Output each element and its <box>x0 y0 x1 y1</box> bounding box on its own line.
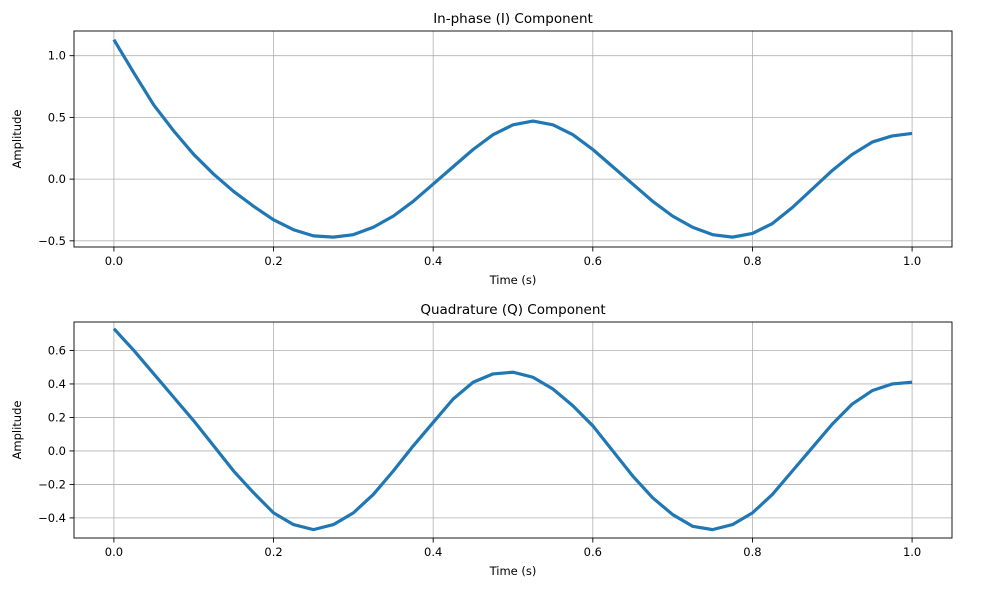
i-component-panel: In-phase (I) Component Time (s) Amplitud… <box>10 11 953 287</box>
i-gridlines <box>74 31 952 247</box>
i-x-axis-label: Time (s) <box>489 273 537 287</box>
i-x-tick-label: 0.2 <box>264 254 282 268</box>
q-y-axis-label: Amplitude <box>10 401 24 460</box>
i-y-tick-label: 0.0 <box>48 172 66 186</box>
i-x-tick-label: 1.0 <box>903 254 921 268</box>
q-x-tick-label: 0.8 <box>743 545 761 559</box>
q-y-tick-label: 0.6 <box>48 343 66 357</box>
q-y-tick-label: 0.4 <box>48 377 66 391</box>
q-x-axis-label: Time (s) <box>489 564 537 578</box>
q-series-line <box>112 327 913 532</box>
i-y-axis-label: Amplitude <box>10 110 24 169</box>
i-x-tick-label: 0.6 <box>584 254 602 268</box>
i-ticks: 0.0 0.2 0.4 0.6 0.8 1.0 −0.5 0.0 0.5 1.0 <box>38 49 921 268</box>
i-y-tick-label: 1.0 <box>48 49 66 63</box>
q-component-panel: Quadrature (Q) Component Time (s) Amplit… <box>10 302 953 578</box>
i-series-line <box>112 38 913 239</box>
i-x-tick-label: 0.0 <box>105 254 123 268</box>
q-x-tick-label: 0.4 <box>424 545 442 559</box>
i-y-tick-label: 0.5 <box>48 110 66 124</box>
q-x-tick-label: 0.2 <box>264 545 282 559</box>
q-chart-title: Quadrature (Q) Component <box>420 302 605 318</box>
q-x-tick-label: 0.6 <box>584 545 602 559</box>
i-chart-title: In-phase (I) Component <box>433 11 593 27</box>
q-y-tick-label: 0.0 <box>48 444 66 458</box>
q-gridlines <box>74 322 952 538</box>
q-x-tick-label: 0.0 <box>105 545 123 559</box>
i-axes-frame <box>73 30 953 248</box>
q-axes-frame <box>73 321 953 539</box>
q-y-tick-label: 0.2 <box>48 410 66 424</box>
q-x-tick-label: 1.0 <box>903 545 921 559</box>
q-ticks: 0.0 0.2 0.4 0.6 0.8 1.0 −0.4 −0.2 0.0 0.2 0.4 0.6 <box>38 343 921 559</box>
i-x-tick-label: 0.8 <box>743 254 761 268</box>
i-y-tick-label: −0.5 <box>38 234 66 248</box>
i-x-tick-label: 0.4 <box>424 254 442 268</box>
q-y-tick-label: −0.2 <box>38 477 66 491</box>
q-y-tick-label: −0.4 <box>38 511 66 525</box>
